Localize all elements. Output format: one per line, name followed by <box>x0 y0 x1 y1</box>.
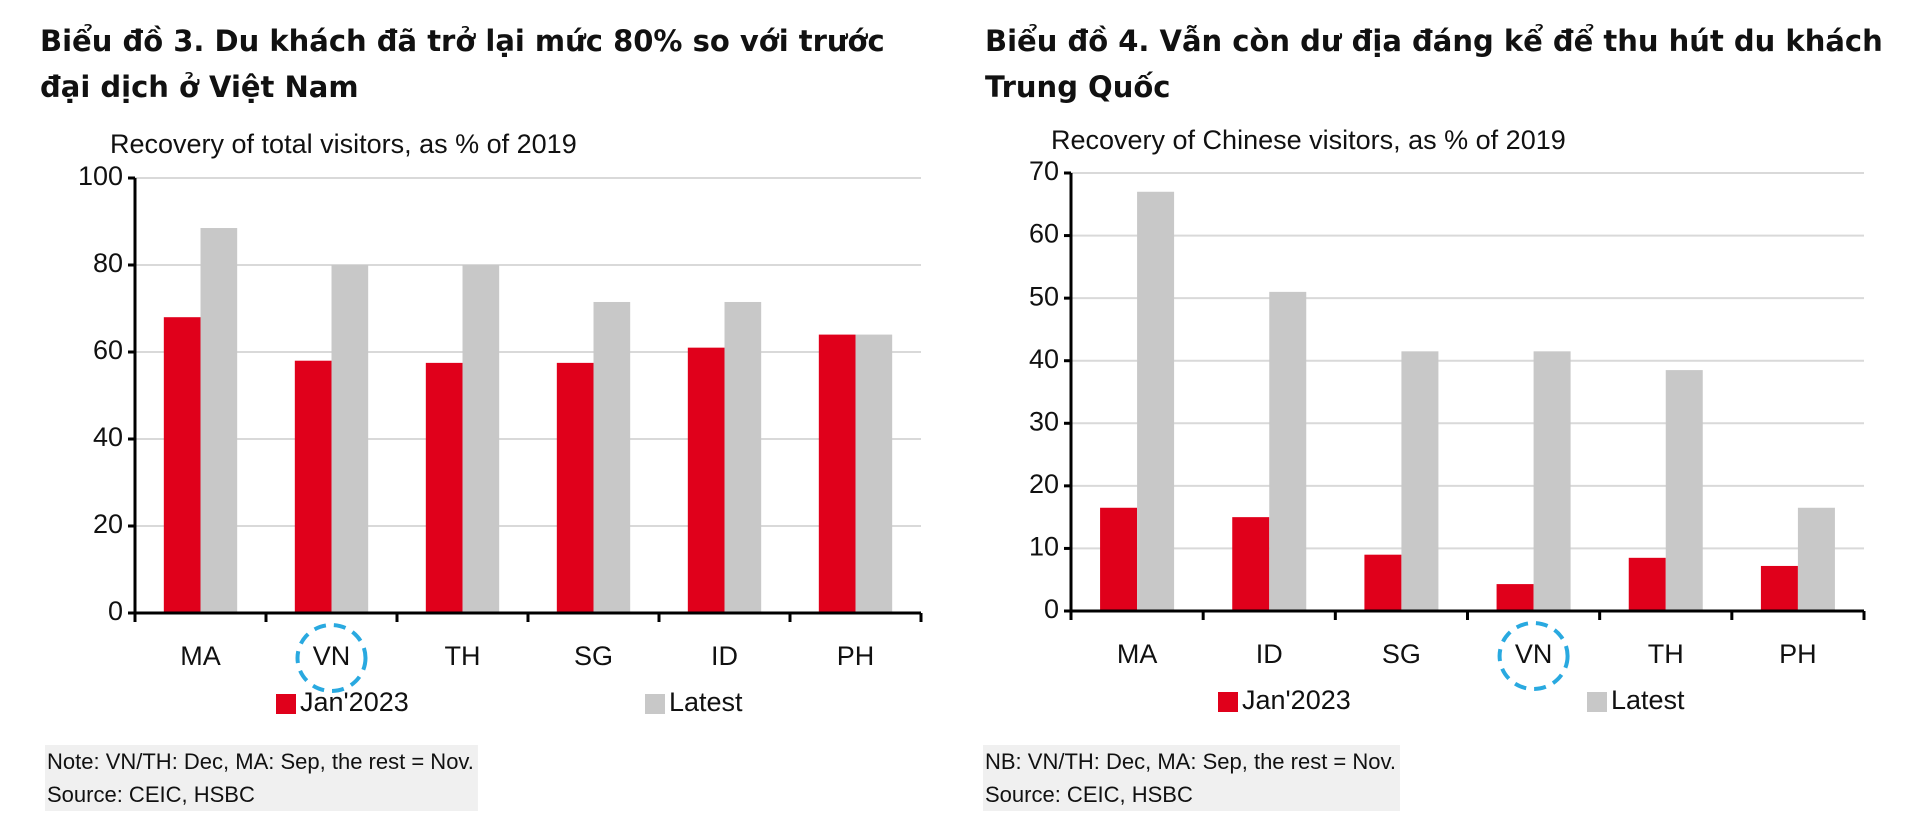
legend-label: Jan'2023 <box>1242 685 1351 715</box>
y-tick-label: 70 <box>1029 156 1059 186</box>
legend-swatch <box>1587 692 1607 712</box>
x-tick-label: SG <box>1382 639 1421 669</box>
bar <box>556 362 594 613</box>
note: NB: VN/TH: Dec, MA: Sep, the rest = Nov. <box>985 749 1396 774</box>
subtitle: Recovery of Chinese visitors, as % of 20… <box>1051 125 1566 155</box>
bar <box>1364 554 1402 611</box>
y-tick-label: 20 <box>1029 469 1059 499</box>
y-tick-label: 80 <box>93 248 123 278</box>
legend-swatch <box>1218 692 1238 712</box>
x-tick-label: VN <box>313 641 351 671</box>
bar <box>163 317 201 613</box>
y-tick-label: 40 <box>93 422 123 452</box>
x-tick-label: MA <box>1117 639 1158 669</box>
y-tick-label: 60 <box>1029 219 1059 249</box>
x-tick-label: TH <box>445 641 481 671</box>
y-tick-label: 10 <box>1029 532 1059 562</box>
y-tick-label: 100 <box>78 161 123 191</box>
highlight-circle <box>295 623 368 693</box>
bar <box>294 360 332 613</box>
x-tick-label: MA <box>180 641 221 671</box>
legend-swatch <box>645 694 665 714</box>
y-tick-label: 30 <box>1029 406 1059 436</box>
bar <box>1137 191 1175 611</box>
x-tick-label: VN <box>1515 639 1553 669</box>
bar <box>200 228 238 613</box>
subtitle: Recovery of total visitors, as % of 2019 <box>110 129 577 159</box>
bar <box>687 347 725 613</box>
bar <box>724 301 762 613</box>
y-tick-label: 20 <box>93 509 123 539</box>
y-tick-label: 0 <box>108 596 123 626</box>
legend-swatch <box>276 694 296 714</box>
x-tick-label: PH <box>837 641 875 671</box>
bar <box>855 334 893 613</box>
x-tick-label: SG <box>574 641 613 671</box>
legend-label: Jan'2023 <box>300 687 409 717</box>
bar <box>1401 351 1439 611</box>
y-tick-label: 0 <box>1044 594 1059 624</box>
source: Source: CEIC, HSBC <box>985 782 1193 807</box>
x-tick-label: ID <box>1256 639 1283 669</box>
note: Note: VN/TH: Dec, MA: Sep, the rest = No… <box>47 749 474 774</box>
bar <box>1797 507 1835 611</box>
x-tick-label: ID <box>711 641 738 671</box>
legend-label: Latest <box>1611 685 1685 715</box>
note-bg <box>45 745 478 811</box>
bar <box>593 301 631 613</box>
y-tick-label: 40 <box>1029 344 1059 374</box>
x-tick-label: PH <box>1779 639 1817 669</box>
bar <box>1760 565 1798 611</box>
bar <box>425 362 463 613</box>
chart-title: Biểu đồ 3. Du khách đã trở lại mức 80% s… <box>40 24 885 104</box>
bar <box>1269 291 1307 611</box>
bar <box>331 265 369 613</box>
bar <box>1665 370 1703 611</box>
highlight-circle <box>1497 621 1570 691</box>
bar <box>818 334 856 613</box>
x-tick-label: TH <box>1648 639 1684 669</box>
bar <box>462 265 500 613</box>
bar <box>1533 351 1571 611</box>
y-tick-label: 50 <box>1029 281 1059 311</box>
bar <box>1100 507 1138 611</box>
bar <box>1232 517 1270 611</box>
bar <box>1628 557 1666 611</box>
chart-title: Biểu đồ 4. Vẫn còn dư địa đáng kể để thu… <box>985 24 1883 104</box>
note-bg <box>983 745 1400 811</box>
legend-label: Latest <box>669 687 743 717</box>
source: Source: CEIC, HSBC <box>47 782 255 807</box>
y-tick-label: 60 <box>93 335 123 365</box>
bar <box>1496 584 1534 611</box>
